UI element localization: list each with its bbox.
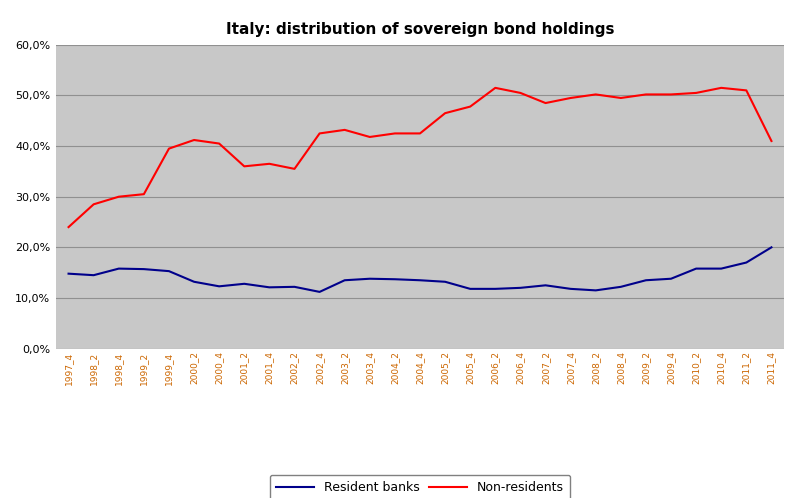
- Non-residents: [265, 161, 274, 167]
- Resident banks: [742, 259, 751, 265]
- Resident banks: [541, 282, 550, 288]
- Resident banks: [466, 286, 475, 292]
- Resident banks: [616, 284, 626, 290]
- Resident banks: [239, 281, 249, 287]
- Non-residents: [365, 134, 374, 140]
- Resident banks: [717, 265, 726, 271]
- Non-residents: [114, 194, 123, 200]
- Non-residents: [566, 95, 575, 101]
- Non-residents: [616, 95, 626, 101]
- Non-residents: [717, 85, 726, 91]
- Non-residents: [516, 90, 526, 96]
- Non-residents: [440, 110, 450, 116]
- Resident banks: [340, 277, 350, 283]
- Non-residents: [139, 191, 149, 197]
- Resident banks: [164, 268, 174, 274]
- Non-residents: [490, 85, 500, 91]
- Resident banks: [314, 289, 324, 295]
- Resident banks: [516, 285, 526, 291]
- Non-residents: [190, 137, 199, 143]
- Resident banks: [114, 265, 123, 271]
- Non-residents: [89, 201, 98, 207]
- Resident banks: [290, 284, 299, 290]
- Resident banks: [440, 279, 450, 285]
- Line: Non-residents: Non-residents: [69, 88, 771, 227]
- Non-residents: [164, 145, 174, 151]
- Legend: Resident banks, Non-residents: Resident banks, Non-residents: [270, 475, 570, 498]
- Resident banks: [190, 279, 199, 285]
- Non-residents: [666, 92, 676, 98]
- Resident banks: [214, 283, 224, 289]
- Resident banks: [666, 276, 676, 282]
- Non-residents: [239, 163, 249, 169]
- Non-residents: [214, 140, 224, 146]
- Non-residents: [290, 166, 299, 172]
- Resident banks: [641, 277, 650, 283]
- Resident banks: [766, 245, 776, 250]
- Resident banks: [89, 272, 98, 278]
- Non-residents: [314, 130, 324, 136]
- Non-residents: [466, 104, 475, 110]
- Non-residents: [64, 224, 74, 230]
- Resident banks: [415, 277, 425, 283]
- Resident banks: [390, 276, 400, 282]
- Resident banks: [139, 266, 149, 272]
- Non-residents: [390, 130, 400, 136]
- Non-residents: [415, 130, 425, 136]
- Non-residents: [742, 88, 751, 94]
- Line: Resident banks: Resident banks: [69, 248, 771, 292]
- Non-residents: [691, 90, 701, 96]
- Resident banks: [265, 284, 274, 290]
- Resident banks: [64, 271, 74, 277]
- Resident banks: [566, 286, 575, 292]
- Non-residents: [766, 138, 776, 144]
- Title: Italy: distribution of sovereign bond holdings: Italy: distribution of sovereign bond ho…: [226, 22, 614, 37]
- Non-residents: [340, 127, 350, 133]
- Non-residents: [541, 100, 550, 106]
- Resident banks: [490, 286, 500, 292]
- Resident banks: [591, 287, 601, 293]
- Non-residents: [641, 92, 650, 98]
- Resident banks: [691, 265, 701, 271]
- Resident banks: [365, 276, 374, 282]
- Non-residents: [591, 92, 601, 98]
